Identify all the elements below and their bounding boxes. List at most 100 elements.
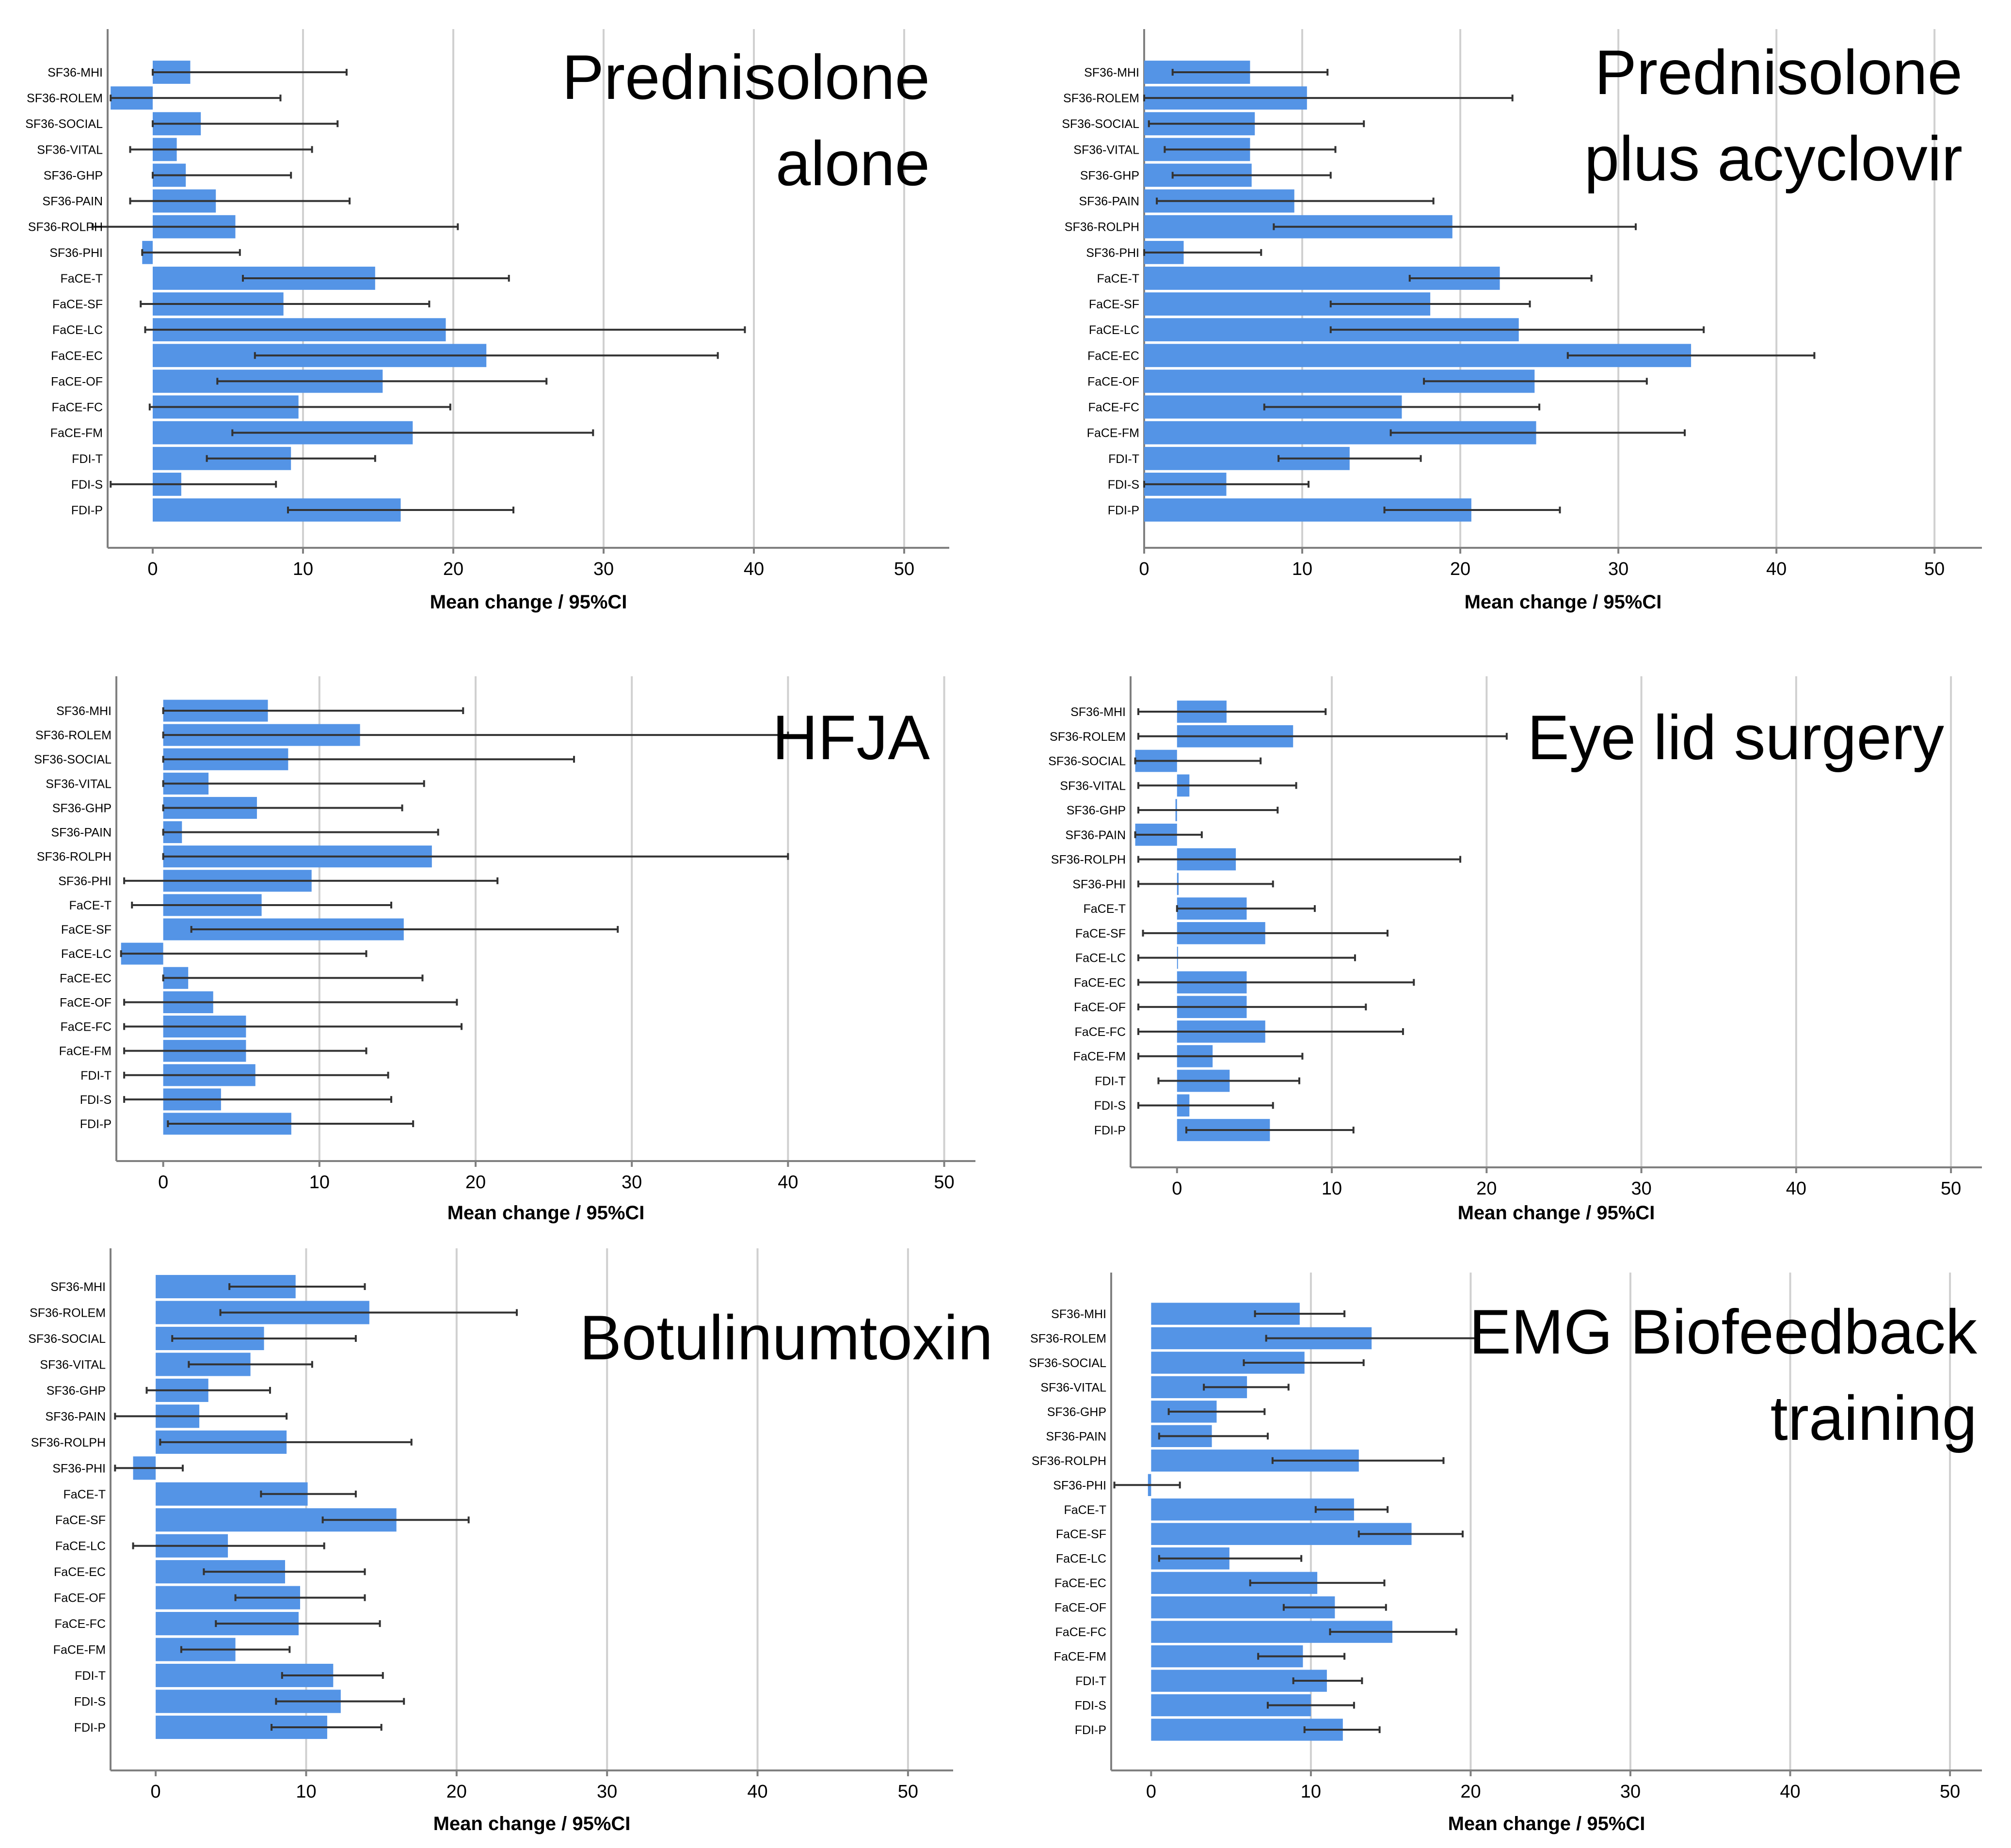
- category-tick-label: FaCE-EC: [1054, 1577, 1106, 1590]
- x-tick-label: 50: [1940, 1782, 1960, 1802]
- category-tick-label: FaCE-T: [1097, 272, 1140, 286]
- category-tick-label: FDI-S: [1094, 1099, 1126, 1113]
- x-tick-label: 10: [309, 1172, 330, 1193]
- category-tick-label: SF36-ROLEM: [27, 92, 103, 105]
- category-tick-label: FaCE-FM: [59, 1045, 112, 1058]
- category-tick-label: FaCE-T: [61, 272, 103, 286]
- x-tick-label: 0: [151, 1782, 161, 1802]
- category-tick-label: SF36-PHI: [58, 875, 112, 888]
- category-tick-label: SF36-GHP: [52, 801, 112, 815]
- category-tick-label: FaCE-SF: [1056, 1528, 1106, 1541]
- x-tick-label: 50: [934, 1172, 954, 1193]
- x-axis-label: Mean change / 95%CI: [1465, 591, 1662, 613]
- x-tick-label: 10: [293, 559, 313, 579]
- category-tick-label: SF36-PHI: [49, 246, 103, 260]
- category-tick-label: FaCE-SF: [52, 298, 103, 311]
- category-tick-label: SF36-SOCIAL: [34, 753, 112, 766]
- category-tick-label: SF36-ROLEM: [1063, 92, 1139, 105]
- x-tick-label: 20: [465, 1172, 486, 1193]
- category-tick-label: FDI-S: [74, 1695, 106, 1709]
- chart-panel-6: SF36-MHI SF36-ROLEM SF36-SOCIAL SF36-VITAL S…: [1029, 1273, 1982, 1834]
- category-tick-label: FaCE-EC: [51, 349, 103, 363]
- category-tick-label: SF36-VITAL: [40, 1358, 106, 1371]
- x-tick-label: 0: [1139, 559, 1149, 579]
- x-tick-label: 40: [1786, 1179, 1806, 1199]
- category-tick-label: FaCE-EC: [1074, 976, 1126, 989]
- category-tick-label: FDI-T: [72, 452, 103, 466]
- x-tick-label: 40: [1766, 559, 1787, 579]
- category-tick-label: SF36-PHI: [1072, 877, 1126, 891]
- category-tick-label: FaCE-LC: [1075, 952, 1126, 965]
- category-tick-label: SF36-MHI: [48, 66, 103, 80]
- category-tick-label: SF36-PAIN: [42, 195, 103, 208]
- x-axis-label: Mean change / 95%CI: [447, 1202, 645, 1224]
- category-tick-label: SF36-VITAL: [1060, 779, 1126, 793]
- category-tick-label: SF36-ROLPH: [28, 221, 103, 234]
- category-tick-label: FaCE-OF: [54, 1592, 106, 1605]
- category-tick-label: FaCE-FC: [54, 1617, 106, 1631]
- chart-title: alone: [776, 128, 930, 199]
- category-tick-label: FDI-T: [1095, 1074, 1126, 1088]
- chart-title: Botulinumtoxin: [579, 1302, 993, 1373]
- category-tick-label: FaCE-T: [1084, 902, 1126, 916]
- category-tick-label: FaCE-LC: [52, 323, 103, 337]
- category-tick-label: FaCE-OF: [51, 375, 103, 388]
- x-axis-label: Mean change / 95%CI: [1458, 1202, 1655, 1224]
- x-tick-label: 30: [597, 1782, 617, 1802]
- category-tick-label: SF36-SOCIAL: [1029, 1356, 1106, 1370]
- category-tick-label: SF36-SOCIAL: [25, 117, 103, 131]
- category-tick-label: FaCE-OF: [1054, 1601, 1106, 1615]
- category-tick-label: FaCE-FC: [60, 1020, 112, 1034]
- category-tick-label: SF36-ROLPH: [1032, 1454, 1106, 1468]
- category-tick-label: FDI-T: [80, 1069, 112, 1083]
- chart-panel-4: SF36-MHI SF36-ROLEM SF36-SOCIAL SF36-VITAL S…: [1048, 676, 1982, 1224]
- category-tick-label: FaCE-FM: [50, 427, 103, 440]
- x-tick-label: 30: [1608, 559, 1628, 579]
- x-tick-label: 40: [744, 559, 764, 579]
- x-tick-label: 30: [1620, 1782, 1641, 1802]
- category-tick-label: SF36-GHP: [1080, 169, 1139, 182]
- category-tick-label: FDI-P: [74, 1721, 106, 1735]
- category-tick-label: FaCE-OF: [1074, 1001, 1126, 1014]
- category-tick-label: FaCE-SF: [61, 923, 112, 937]
- category-tick-label: FaCE-FM: [53, 1643, 106, 1657]
- category-tick-label: SF36-GHP: [1067, 804, 1126, 817]
- chart-title: Prednisolone: [562, 42, 930, 112]
- chart-title: HFJA: [772, 702, 930, 773]
- x-axis-label: Mean change / 95%CI: [433, 1813, 631, 1834]
- category-tick-label: SF36-PAIN: [45, 1410, 106, 1423]
- x-tick-label: 30: [622, 1172, 642, 1193]
- x-tick-label: 30: [593, 559, 614, 579]
- category-tick-label: FaCE-FC: [1055, 1625, 1106, 1639]
- category-tick-label: SF36-VITAL: [37, 143, 103, 157]
- x-tick-label: 50: [1924, 559, 1945, 579]
- category-tick-label: FaCE-LC: [1056, 1552, 1106, 1566]
- category-tick-label: SF36-PAIN: [51, 826, 112, 840]
- category-tick-label: SF36-PHI: [52, 1462, 106, 1475]
- category-tick-label: FDI-P: [1075, 1723, 1106, 1737]
- category-tick-label: FaCE-FC: [1088, 401, 1139, 414]
- category-tick-label: SF36-GHP: [1047, 1405, 1106, 1419]
- x-tick-label: 10: [296, 1782, 316, 1802]
- category-tick-label: SF36-PAIN: [1079, 195, 1139, 208]
- category-tick-label: FaCE-LC: [61, 947, 112, 961]
- category-tick-label: SF36-ROLEM: [35, 729, 112, 742]
- x-tick-label: 40: [747, 1782, 767, 1802]
- category-tick-label: SF36-ROLEM: [30, 1306, 106, 1320]
- category-tick-label: FaCE-SF: [1089, 298, 1139, 311]
- category-tick-label: FaCE-FM: [1073, 1050, 1126, 1064]
- category-tick-label: FaCE-T: [64, 1488, 106, 1501]
- category-tick-label: FaCE-EC: [60, 972, 112, 985]
- category-tick-label: SF36-GHP: [47, 1384, 106, 1398]
- category-tick-label: FDI-P: [80, 1117, 112, 1131]
- category-tick-label: SF36-PHI: [1053, 1479, 1106, 1492]
- category-tick-label: FDI-T: [1075, 1674, 1106, 1688]
- category-tick-label: FaCE-LC: [55, 1540, 106, 1553]
- category-tick-label: FDI-S: [71, 478, 103, 492]
- x-tick-label: 20: [1450, 559, 1470, 579]
- x-tick-label: 50: [894, 559, 914, 579]
- x-tick-label: 50: [898, 1782, 918, 1802]
- category-tick-label: SF36-PAIN: [1046, 1430, 1106, 1443]
- x-tick-label: 10: [1292, 559, 1312, 579]
